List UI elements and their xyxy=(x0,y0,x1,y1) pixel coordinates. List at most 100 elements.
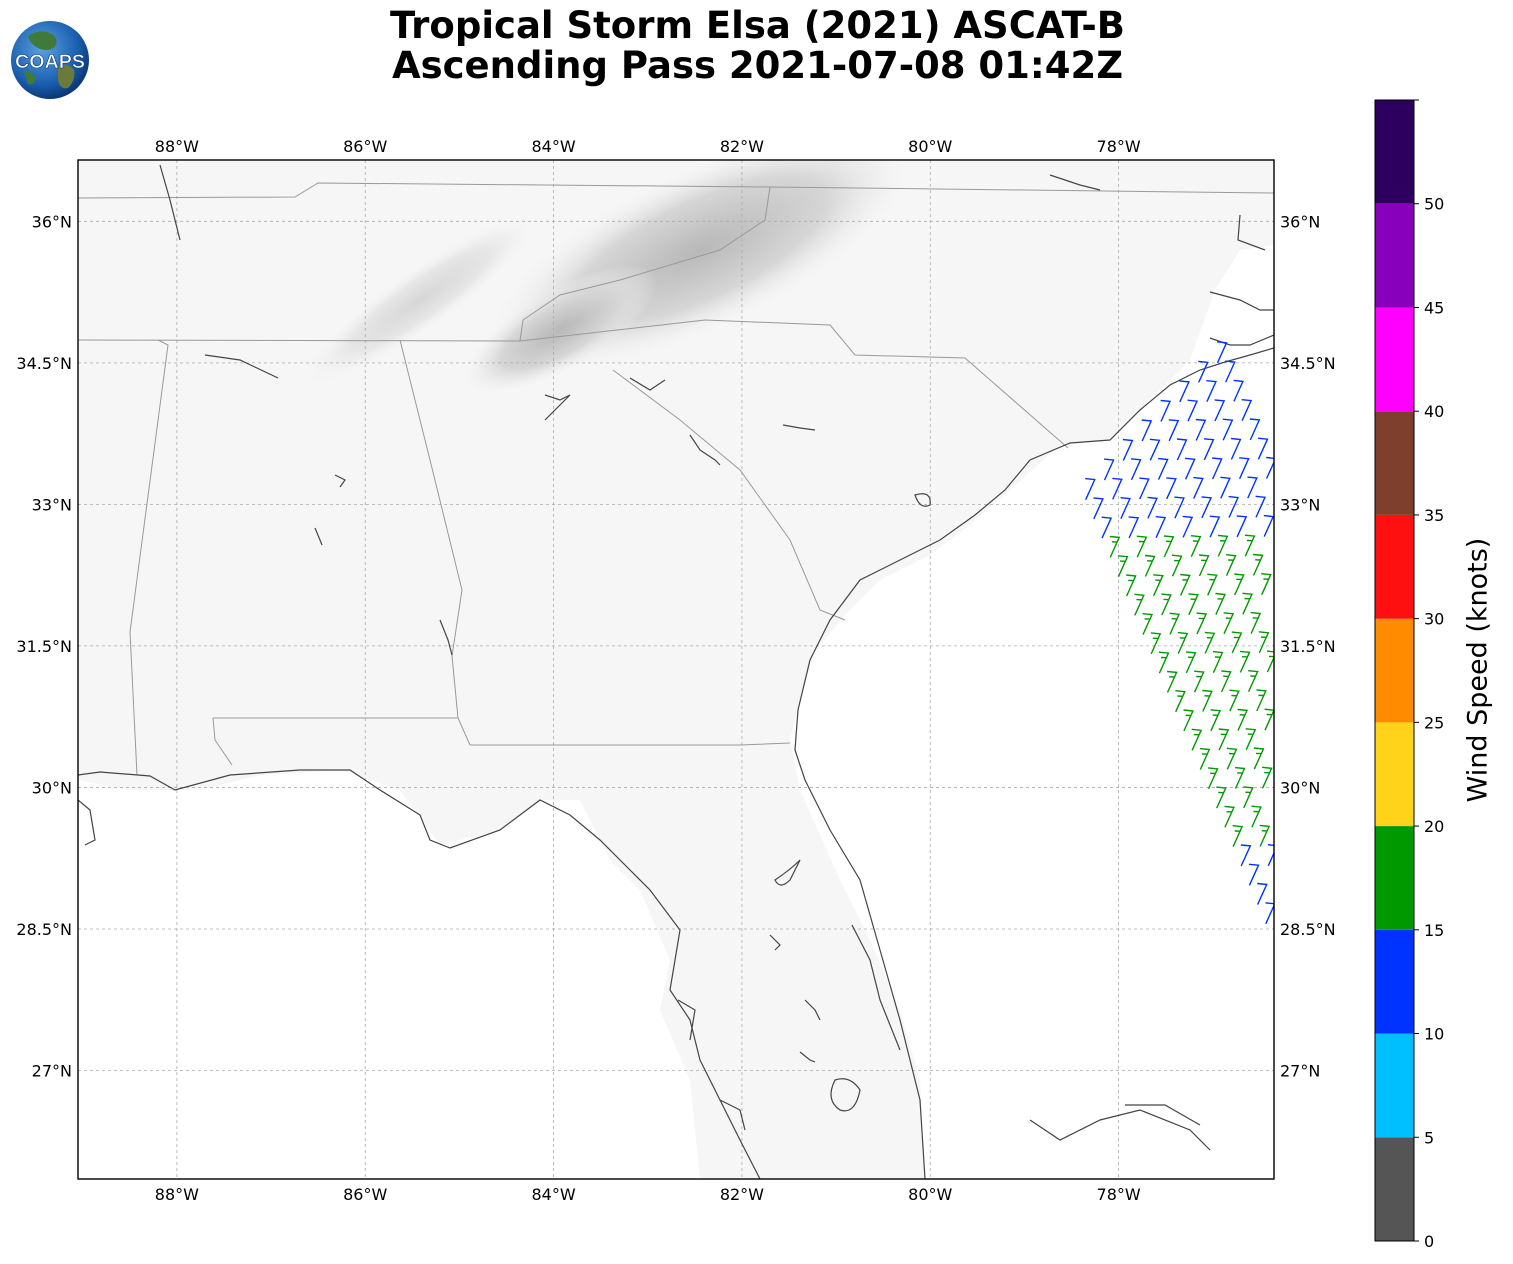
wind-barb xyxy=(1183,709,1194,732)
wind-barb xyxy=(1155,516,1167,538)
wind-barb xyxy=(1125,574,1137,597)
wind-barb xyxy=(1120,497,1131,519)
lon-label-top: 78°W xyxy=(1097,137,1141,156)
state-borders xyxy=(78,182,1274,776)
wind-barb xyxy=(1175,690,1186,713)
wind-barb xyxy=(1210,709,1222,732)
wind-barb xyxy=(1234,766,1246,789)
wind-barb xyxy=(1214,399,1226,422)
wind-barb xyxy=(1201,496,1213,519)
colorbar-segment xyxy=(1375,1137,1414,1241)
lon-label-top: 82°W xyxy=(720,137,764,156)
lat-label-left: 33°N xyxy=(32,495,72,514)
wind-barb xyxy=(1253,747,1265,770)
colorbar-segment xyxy=(1375,618,1414,723)
lon-label-bottom: 84°W xyxy=(531,1185,575,1204)
lon-label-bottom: 86°W xyxy=(343,1185,387,1204)
wind-barb xyxy=(1239,650,1251,673)
lon-label-top: 88°W xyxy=(155,137,199,156)
coastlines xyxy=(78,164,1274,1179)
colorbar-tick-label: 45 xyxy=(1424,298,1444,317)
wind-barb xyxy=(1109,535,1121,558)
wind-barb xyxy=(1226,747,1238,770)
wind-barb xyxy=(1166,670,1178,693)
coaps-globe-logo: COAPS xyxy=(11,21,89,99)
wind-barb xyxy=(1103,458,1115,481)
lon-label-top: 86°W xyxy=(343,137,387,156)
gridlines xyxy=(78,160,1274,1179)
map-frame xyxy=(77,159,1275,1180)
lon-label-top: 80°W xyxy=(908,137,952,156)
wind-barb xyxy=(1230,437,1242,460)
colorbar-segment xyxy=(1375,203,1414,308)
wind-barb xyxy=(1220,670,1232,693)
lat-label-right: 27°N xyxy=(1280,1061,1320,1080)
lat-label-left: 36°N xyxy=(32,212,72,231)
wind-barb xyxy=(1147,496,1158,519)
colorbar-segment xyxy=(1375,514,1414,619)
lat-label-right: 31.5°N xyxy=(1280,637,1336,656)
lat-label-right: 34.5°N xyxy=(1280,354,1336,373)
wind-barb xyxy=(1223,612,1235,635)
wind-barb xyxy=(1250,611,1262,634)
wind-barb xyxy=(1198,360,1209,383)
wind-barb xyxy=(1152,574,1164,597)
colorbar-segment xyxy=(1375,307,1414,412)
wind-barb xyxy=(1216,341,1228,364)
wind-barb xyxy=(1207,573,1218,596)
wind-barb xyxy=(1188,593,1199,616)
lat-label-left: 34.5°N xyxy=(16,354,72,373)
wind-barb xyxy=(1184,457,1196,480)
lat-label-left: 27°N xyxy=(32,1061,72,1080)
wind-barb xyxy=(1220,476,1231,499)
wind-barb xyxy=(1233,379,1244,402)
wind-barb xyxy=(1176,438,1188,461)
wind-barb xyxy=(1171,554,1183,577)
wind-barb xyxy=(1218,728,1230,751)
colorbar-segment xyxy=(1375,1033,1414,1138)
wind-barb xyxy=(1202,689,1213,712)
wind-barb xyxy=(1224,805,1235,828)
lon-label-bottom: 88°W xyxy=(155,1185,199,1204)
wind-barb xyxy=(1196,612,1208,635)
wind-barb xyxy=(1259,824,1271,847)
ridge-shading xyxy=(304,216,536,384)
colorbar-segment xyxy=(1375,929,1414,1034)
wind-barb xyxy=(1234,573,1245,596)
wind-barb xyxy=(1251,805,1262,828)
wind-barb xyxy=(1144,554,1156,577)
colorbar-label: Wind Speed (knots) xyxy=(1462,537,1494,803)
wind-barb xyxy=(1222,418,1234,441)
wind-barb xyxy=(1177,631,1189,654)
colorbar-tick-label: 40 xyxy=(1424,402,1444,421)
wind-barb xyxy=(1263,514,1274,537)
wind-speed-colorbar: 0 5 10 15 20 25 30 35 40 45 50 xyxy=(1374,99,1444,1251)
axis-labels: 88°W 88°W 86°W 86°W 84°W 84°W 82°W 82°W 80°W 80°W… xyxy=(16,137,1335,1204)
title-line-1: Tropical Storm Elsa (2021) ASCAT-B xyxy=(390,4,1125,47)
colorbar-tick-label: 30 xyxy=(1424,610,1444,629)
wind-barb xyxy=(1244,534,1256,557)
lat-label-right: 30°N xyxy=(1280,778,1320,797)
lon-label-bottom: 82°W xyxy=(720,1185,764,1204)
wind-barb xyxy=(1161,593,1172,616)
wind-barb xyxy=(1207,767,1219,790)
wind-barb xyxy=(1198,554,1210,577)
wind-barb xyxy=(1229,689,1240,712)
wind-barb xyxy=(1231,631,1243,654)
colorbar-tick-label: 0 xyxy=(1424,1232,1434,1251)
colorbar-tick-label: 10 xyxy=(1424,1025,1444,1044)
wind-barb xyxy=(1169,612,1181,635)
wind-barb xyxy=(1160,399,1172,422)
wind-barb xyxy=(1163,535,1175,558)
wind-barb xyxy=(1211,457,1223,480)
wind-barb xyxy=(1238,457,1250,480)
wind-barb xyxy=(1247,670,1259,692)
colorbar-segment xyxy=(1375,826,1414,930)
lat-label-left: 28.5°N xyxy=(16,920,72,939)
wind-barb xyxy=(1217,534,1229,557)
colorbar-segment xyxy=(1375,100,1414,204)
wind-barb xyxy=(1168,419,1180,442)
wind-barb xyxy=(1225,360,1236,383)
wind-barb xyxy=(1256,882,1268,905)
